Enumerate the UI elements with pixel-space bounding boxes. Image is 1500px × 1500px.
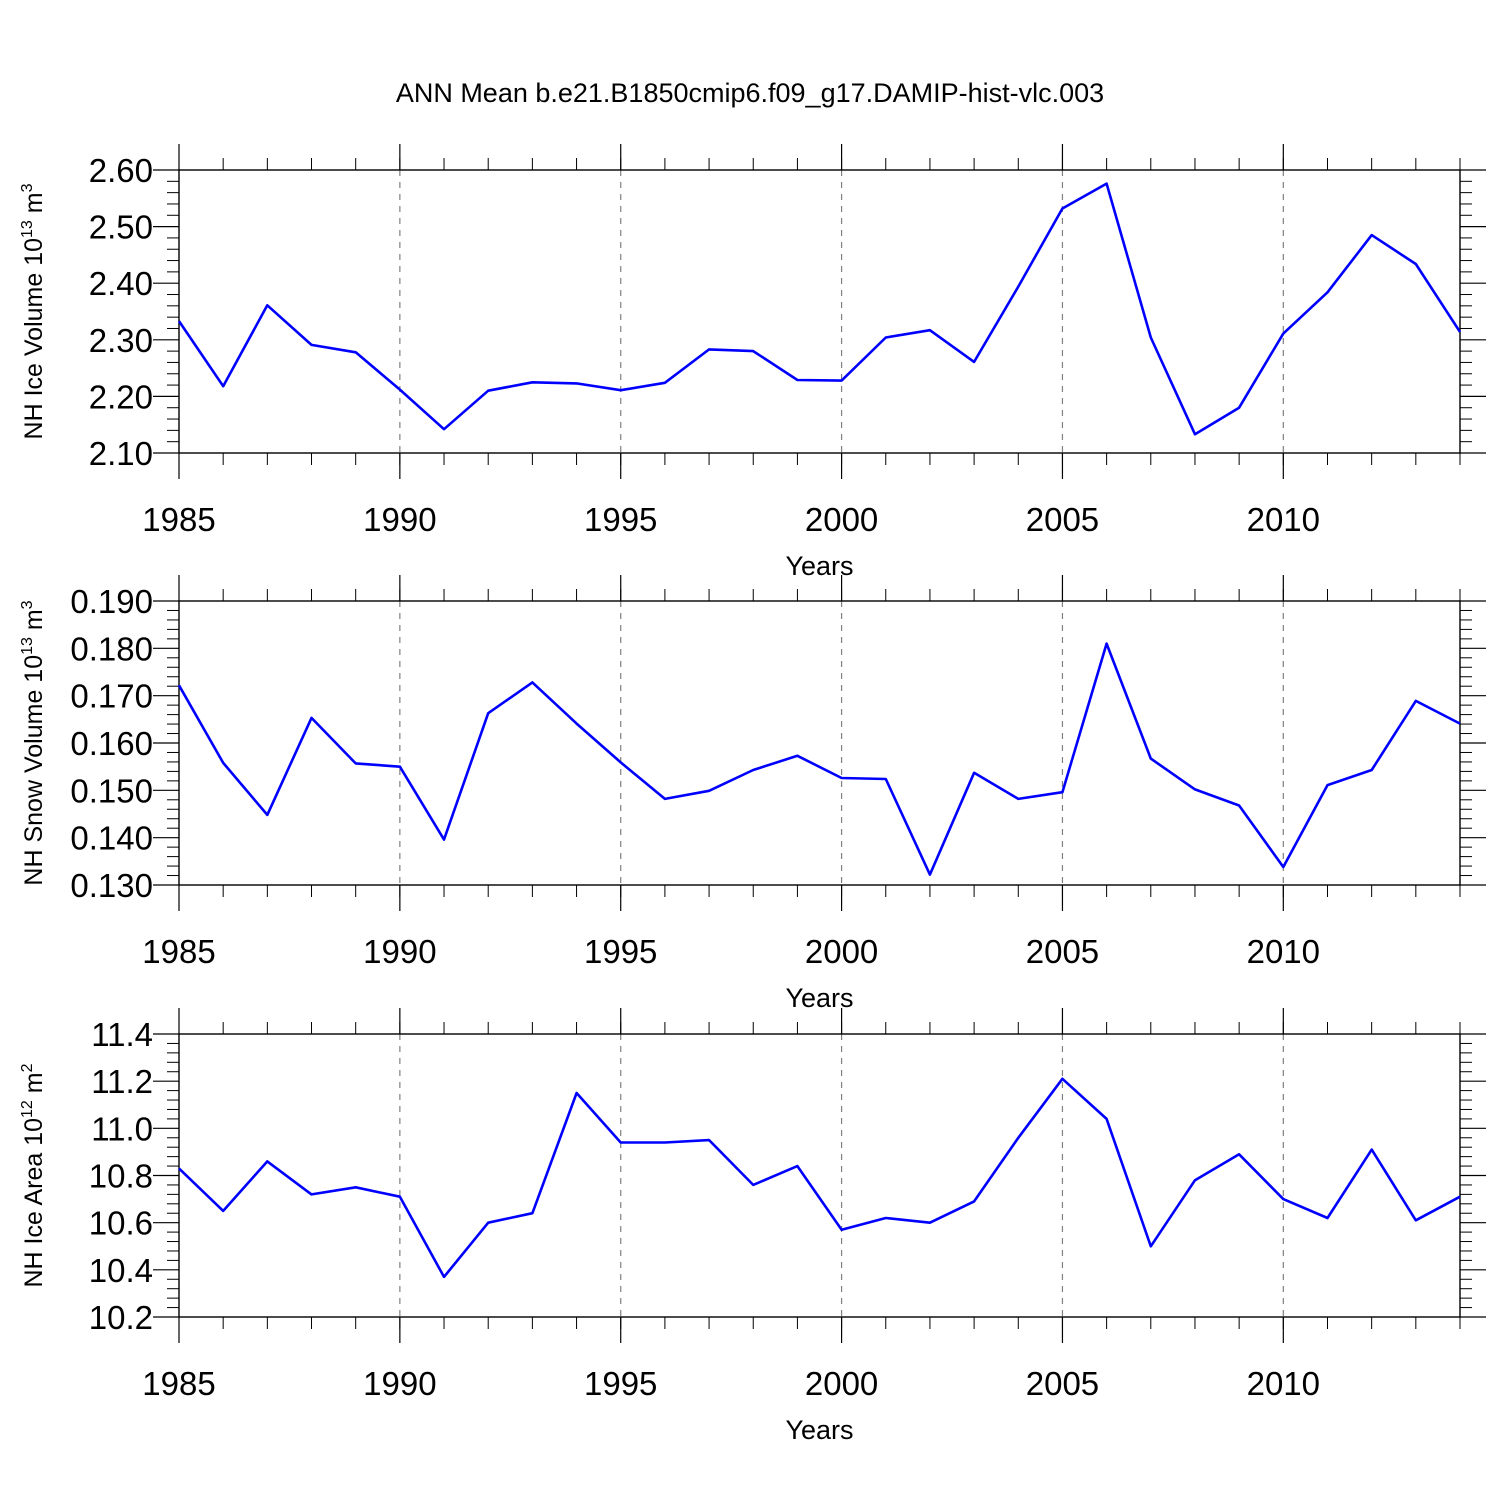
x-tick-label: 2005	[1026, 1365, 1099, 1402]
plot-frame	[178, 600, 1461, 886]
plot-frame	[178, 169, 1461, 454]
y-tick-label: 2.30	[89, 322, 153, 359]
x-tick-label: 1990	[363, 1365, 436, 1402]
figure-title: ANN Mean b.e21.B1850cmip6.f09_g17.DAMIP-…	[395, 78, 1105, 108]
x-tick-label: 2000	[805, 1365, 878, 1402]
y-tick-label: 2.40	[89, 265, 153, 302]
x-tick-label: 1985	[142, 501, 215, 538]
x-tick-label: 2005	[1026, 933, 1099, 970]
plot-frame	[178, 1033, 1461, 1318]
x-tick-label: 2010	[1247, 501, 1320, 538]
y-tick-label: 0.170	[70, 678, 153, 715]
y-tick-label: 0.190	[70, 583, 153, 620]
panel-1: 1985 1990 1995 2000 2005 2010 2.10 2.20 2.30 2.40…	[19, 144, 1486, 581]
y-tick-label: 11.0	[91, 1110, 153, 1147]
y-tick-label: 0.180	[70, 630, 153, 667]
y-tick-label: 11.4	[91, 1016, 153, 1053]
y-axis-label: NH Ice Area 1012 m2	[19, 1063, 48, 1287]
series-line	[177, 642, 1461, 876]
x-tick-label: 1995	[584, 501, 657, 538]
series-line	[177, 182, 1462, 436]
y-tick-label: 10.6	[89, 1205, 153, 1242]
x-tick-label: 1985	[142, 1365, 215, 1402]
x-axis-label: Years	[785, 1415, 853, 1445]
x-tick-label: 2000	[805, 933, 878, 970]
y-tick-label: 11.2	[91, 1063, 153, 1100]
y-tick-label: 0.140	[70, 820, 153, 857]
panel-2: 1985 1990 1995 2000 2005 2010 0.130 0.140 0.150 0…	[19, 575, 1486, 1013]
x-tick-label: 1985	[142, 933, 215, 970]
y-tick-label: 2.10	[89, 435, 153, 472]
x-tick-label: 2005	[1026, 501, 1099, 538]
y-tick-label: 0.150	[70, 772, 153, 809]
y-tick-label: 0.160	[70, 725, 153, 762]
x-tick-label: 1995	[584, 1365, 657, 1402]
y-tick-label: 10.8	[89, 1158, 153, 1195]
x-tick-label: 1990	[363, 501, 436, 538]
x-tick-label: 1990	[363, 933, 436, 970]
x-axis-label: Years	[785, 551, 853, 581]
y-axis-label: NH Ice Volume 1013 m3	[19, 183, 48, 439]
y-axis-label: NH Snow Volume 1013 m3	[19, 600, 48, 885]
y-tick-label: 10.4	[89, 1252, 153, 1289]
x-tick-label: 2010	[1247, 933, 1320, 970]
series-line	[178, 1077, 1461, 1279]
y-tick-label: 2.60	[89, 152, 153, 189]
x-axis-label: Years	[785, 983, 853, 1013]
x-tick-label: 2000	[805, 501, 878, 538]
x-tick-label: 1995	[584, 933, 657, 970]
x-tick-label: 2010	[1247, 1365, 1320, 1402]
y-tick-label: 0.130	[70, 867, 153, 904]
y-tick-label: 2.20	[89, 378, 153, 415]
y-tick-label: 2.50	[89, 209, 153, 246]
y-tick-label: 10.2	[89, 1299, 153, 1336]
panel-3: 1985 1990 1995 2000 2005 2010 10.2 10.4 10.6 10.8…	[19, 1008, 1486, 1445]
